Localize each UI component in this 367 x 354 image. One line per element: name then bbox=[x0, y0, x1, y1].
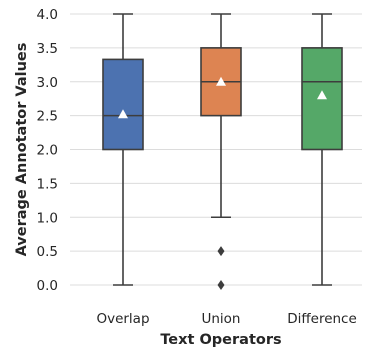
outlier-marker bbox=[217, 246, 225, 257]
x-tick-label: Overlap bbox=[96, 311, 149, 327]
y-tick-label: 0.5 bbox=[37, 244, 58, 260]
y-tick-label: 2.0 bbox=[37, 143, 58, 159]
y-axis-title: Average Annotator Values bbox=[14, 43, 30, 257]
outlier-marker bbox=[217, 280, 225, 290]
y-tick-label: 2.5 bbox=[37, 109, 58, 125]
x-tick-label: Difference bbox=[287, 311, 357, 327]
y-tick-label: 0.0 bbox=[37, 278, 58, 294]
box-group-difference bbox=[301, 13, 343, 286]
y-tick-label: 3.5 bbox=[37, 41, 58, 57]
x-tick-label: Union bbox=[201, 311, 240, 327]
y-tick-label: 1.0 bbox=[37, 210, 58, 226]
mean-marker bbox=[317, 90, 327, 100]
y-tick-labels: 0.0 0.5 1.0 1.5 2.0 2.5 3.0 3.5 4.0 bbox=[37, 7, 58, 294]
x-axis-title: Text Operators bbox=[160, 332, 281, 348]
box-group-overlap bbox=[102, 13, 144, 286]
mean-marker bbox=[216, 76, 226, 86]
y-tick-label: 3.0 bbox=[37, 75, 58, 91]
y-tick-label: 4.0 bbox=[37, 7, 58, 23]
x-tick-labels: Overlap Union Difference bbox=[96, 311, 356, 327]
mean-marker bbox=[118, 109, 128, 119]
box-series bbox=[102, 13, 343, 290]
iqr-box bbox=[102, 58, 144, 151]
y-tick-label: 1.5 bbox=[37, 176, 58, 192]
box-group-union bbox=[200, 13, 242, 290]
